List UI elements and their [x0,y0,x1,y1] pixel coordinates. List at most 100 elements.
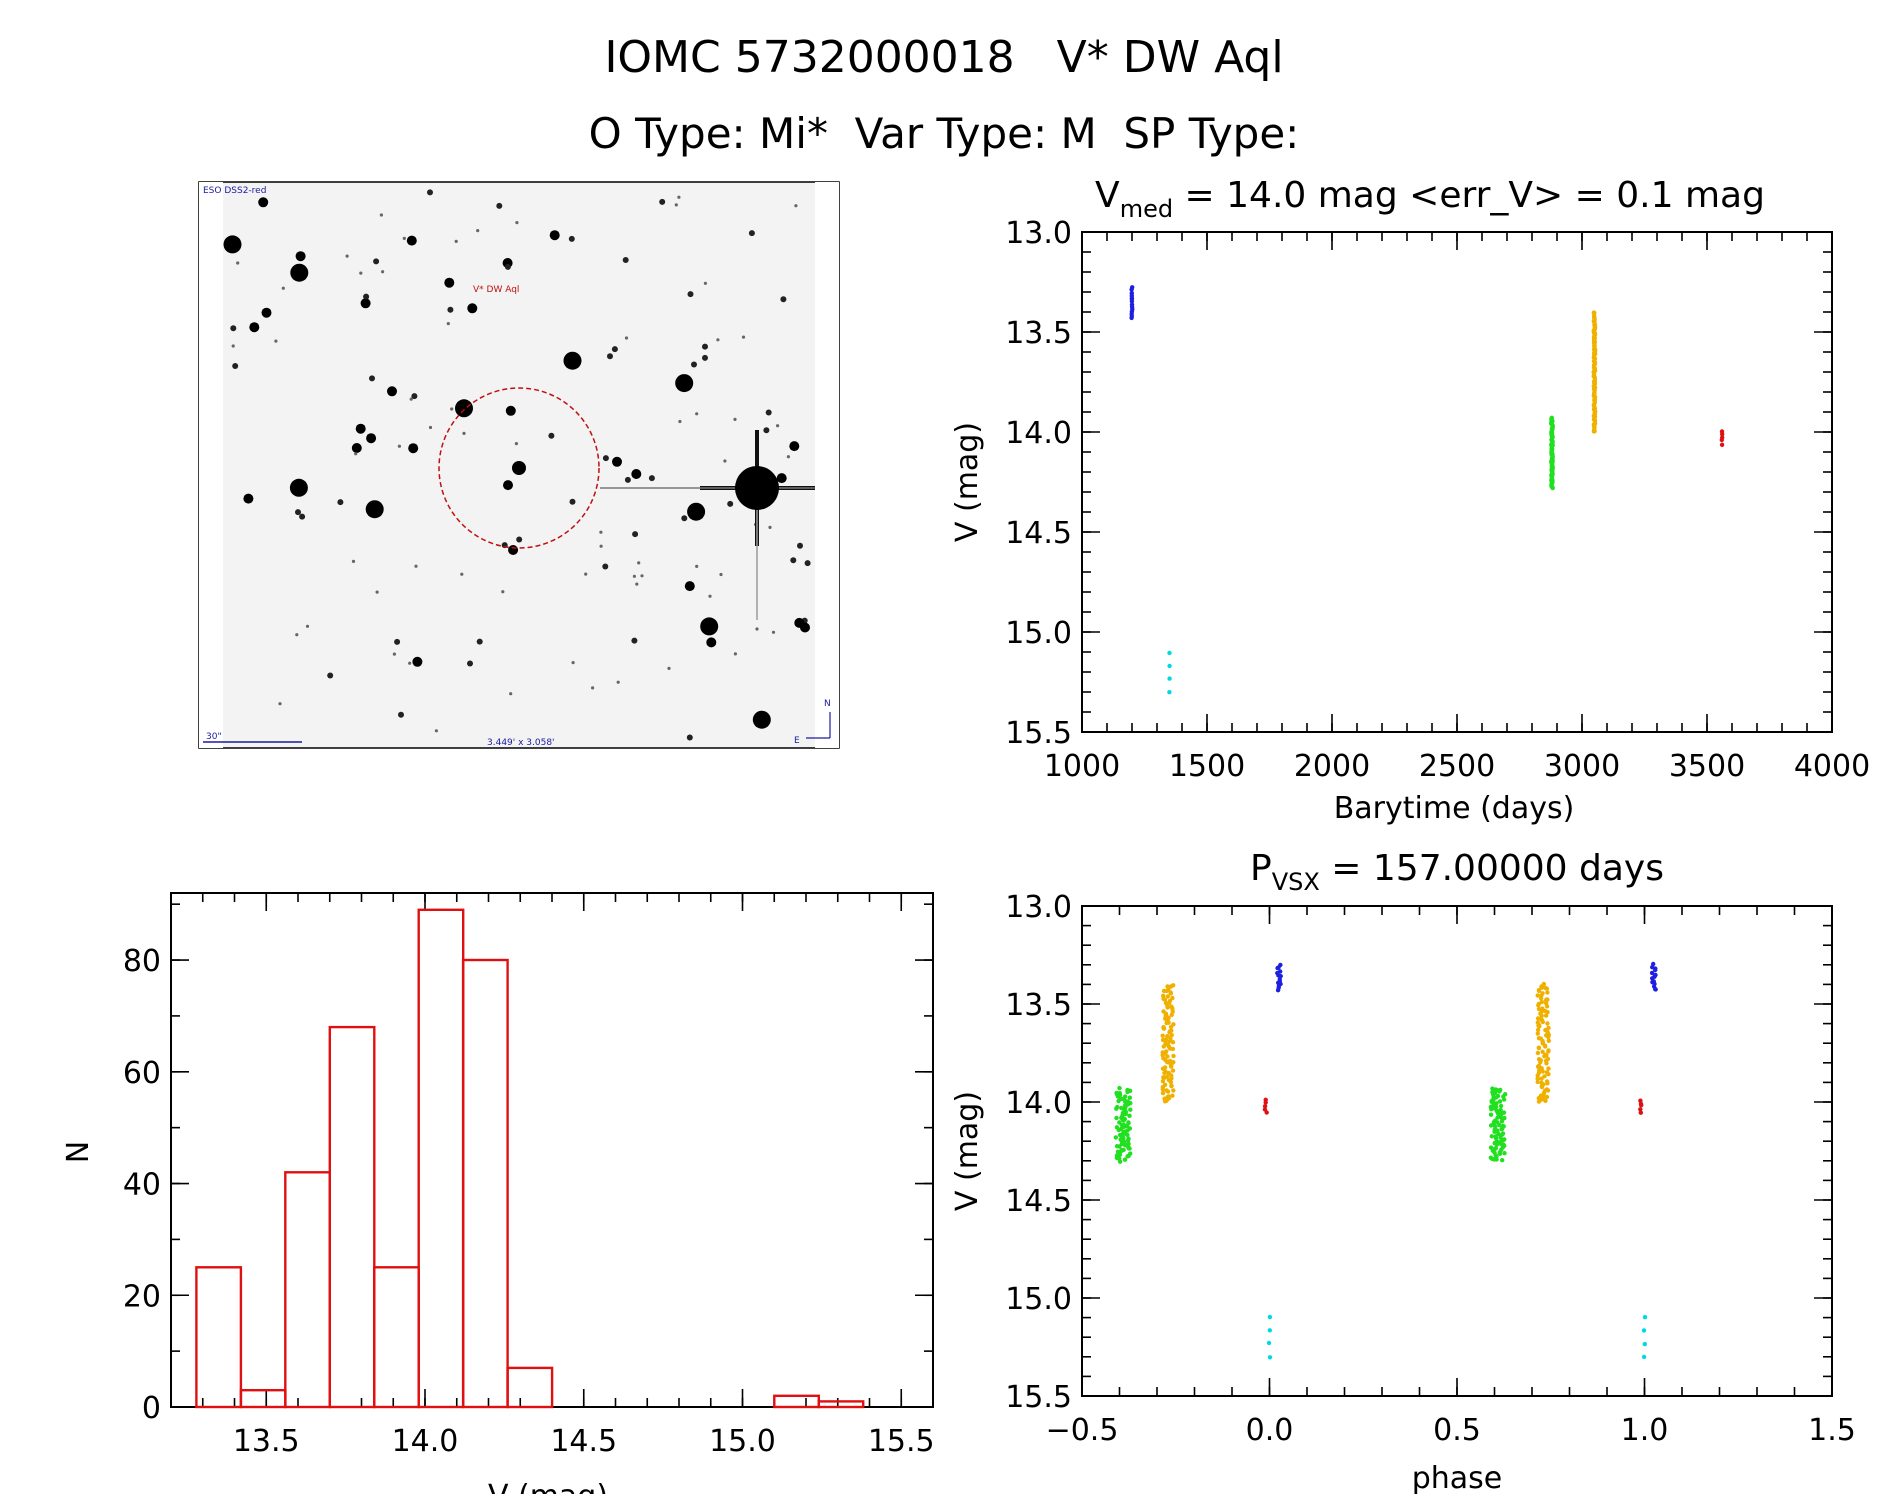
data-point [1171,1088,1176,1093]
data-point [1161,1044,1167,1049]
data-point [1119,1148,1124,1154]
star [290,263,309,282]
series-cyan-b [1641,1315,1648,1360]
star [703,281,708,285]
star [351,443,362,453]
x-tick-label: 14.0 [392,1424,459,1459]
star [375,590,379,594]
title-main: V [1095,175,1120,216]
data-point [1488,1112,1494,1117]
star [568,235,575,242]
star [360,298,371,309]
star [719,572,723,577]
data-point [1500,1126,1505,1131]
data-point [1165,1060,1170,1065]
data-point [1641,1354,1647,1360]
star [631,469,642,479]
star [476,638,483,645]
star [434,729,438,733]
star [447,306,454,313]
histogram-xlabel: V (mag) [488,1479,608,1494]
data-point [1546,1072,1551,1077]
series-red-b [1638,1098,1644,1115]
star [337,499,344,506]
data-point [1168,1024,1174,1030]
data-point [1535,1031,1541,1036]
star [684,581,695,592]
data-point [1538,996,1544,1001]
star [797,542,803,549]
title-rest: = 14.0 mag <err_V> = 0.1 mag [1173,175,1765,216]
y-tick-label: 14.5 [1005,1184,1072,1219]
data-point [1123,1143,1128,1148]
data-point [1275,965,1280,971]
data-point [1535,1079,1540,1085]
data-point [1535,1076,1540,1081]
data-point [1168,1064,1174,1069]
data-point [1489,1107,1494,1112]
data-point [1165,994,1171,999]
object-label: V* DW Aql [473,285,519,295]
star [780,296,787,303]
star [632,574,637,578]
x-tick-label: 1.5 [1808,1413,1856,1448]
data-point [1165,1005,1170,1010]
star [549,230,560,241]
data-point [1497,1089,1502,1094]
data-point [1161,988,1167,994]
series-season5 [1719,429,1725,447]
data-point [1117,1085,1122,1091]
star [700,617,719,636]
data-point [1169,1083,1174,1088]
star [706,637,717,648]
star [408,443,419,454]
y-tick-label: 60 [123,1056,161,1091]
data-point [1535,1073,1540,1078]
data-point [1125,1154,1130,1159]
data-point [1114,1144,1120,1149]
star [508,545,519,555]
data-point [1160,1090,1166,1096]
star [230,325,237,332]
lightcurve-points [1129,285,1725,695]
phase-title: PVSX = 157.00000 days [1250,848,1664,896]
finder-image-right-margin [815,182,839,748]
title-sub: med [1120,195,1173,223]
star [467,660,473,667]
data-point [1170,1068,1176,1073]
lightcurve-title: Vmed = 14.0 mag <err_V> = 0.1 mag [1095,175,1765,223]
data-point [1170,1040,1176,1045]
data-point [1121,1117,1127,1123]
star [354,452,358,456]
star [327,672,334,679]
histogram-bar [373,1266,420,1409]
star [402,236,406,240]
series-green-b [1488,1086,1508,1163]
data-point [1170,1046,1176,1052]
data-point [1489,1134,1495,1139]
data-point [1165,1089,1171,1094]
x-tick-label: −0.5 [1046,1413,1119,1448]
star [622,257,629,263]
star [231,344,235,348]
data-point [1497,1099,1503,1104]
star [804,560,811,567]
star [602,455,609,462]
x-tick-label: 1500 [1169,749,1245,784]
data-point [1539,1084,1545,1090]
histogram-bar [239,1388,287,1409]
x-tick-label: 1.0 [1621,1413,1669,1448]
phase-xlabel: phase [1412,1461,1503,1494]
data-point [1168,1079,1174,1085]
data-point [1720,432,1725,437]
data-point [1113,1135,1119,1140]
star [414,564,418,568]
star [786,455,791,459]
title-rest: = 157.00000 days [1320,848,1664,889]
series-season3 [1549,415,1555,491]
y-tick-label: 15.0 [1005,1282,1072,1317]
data-point [1535,1064,1541,1069]
data-point [1544,1094,1550,1100]
star [387,386,397,397]
star [624,336,629,340]
